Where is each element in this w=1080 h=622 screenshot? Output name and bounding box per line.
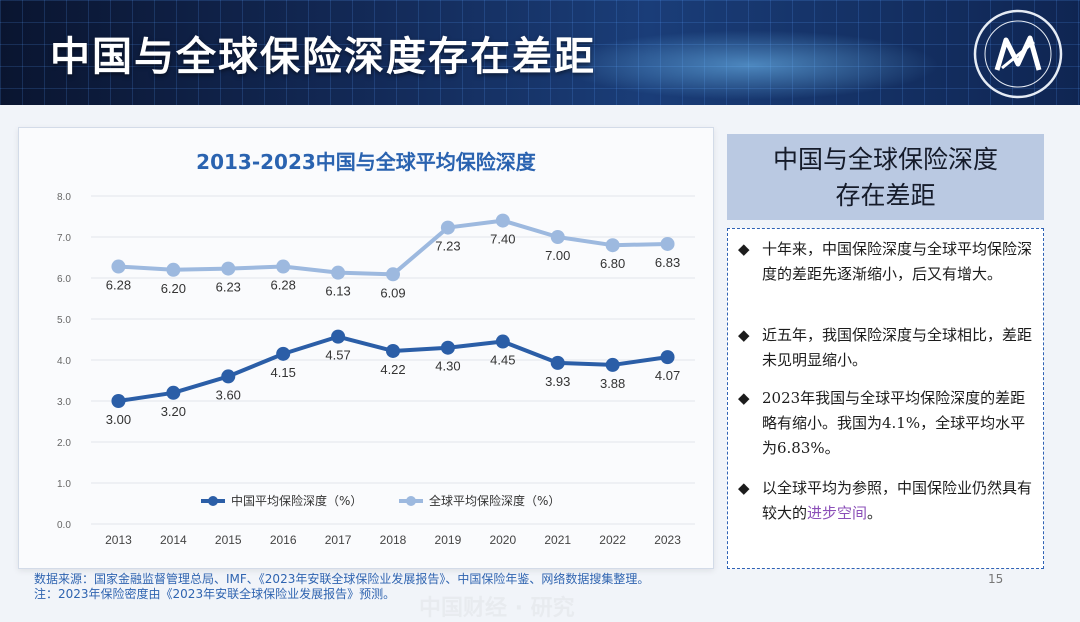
data-point bbox=[440, 340, 455, 355]
diamond-bullet-icon: ◆ bbox=[738, 389, 750, 407]
bullet-text: 十年来，中国保险深度与全球平均保险深度的差距先逐渐缩小，后又有增大。 bbox=[762, 240, 1033, 283]
chart-panel: 2013-2023中国与全球平均保险深度 0.0 1.0 2.0 3.0 4.0 5.0 6… bbox=[18, 127, 714, 621]
data-point bbox=[221, 261, 236, 276]
data-point bbox=[495, 334, 510, 349]
data-source-note: 数据来源：国家金融监督管理总局、IMF、《2023年安联全球保险业发展报告》、中… bbox=[34, 572, 649, 602]
series-line bbox=[118, 218, 668, 277]
data-label: 3.93 bbox=[545, 374, 570, 389]
x-tick-label: 2014 bbox=[160, 533, 187, 547]
x-tick-label: 2013 bbox=[105, 533, 132, 547]
x-tick-label: 2018 bbox=[380, 533, 407, 547]
data-point bbox=[660, 350, 675, 365]
x-tick-label: 2021 bbox=[544, 533, 571, 547]
source-line: 数据来源：国家金融监督管理总局、IMF、《2023年安联全球保险业发展报告》、中… bbox=[34, 572, 650, 586]
data-point bbox=[276, 259, 291, 274]
data-label: 6.23 bbox=[216, 280, 241, 295]
data-point bbox=[550, 230, 565, 244]
data-point bbox=[660, 236, 675, 251]
data-label: 6.13 bbox=[325, 284, 350, 299]
y-tick-label: 4.0 bbox=[57, 356, 71, 367]
y-tick-label: 1.0 bbox=[57, 479, 71, 490]
x-tick-label: 2016 bbox=[270, 533, 297, 547]
x-tick-label: 2023 bbox=[654, 533, 681, 547]
data-point bbox=[386, 267, 400, 282]
data-label: 6.09 bbox=[380, 285, 405, 300]
data-point bbox=[440, 220, 455, 235]
data-point bbox=[495, 213, 510, 228]
y-tick-label: 2.0 bbox=[57, 438, 71, 449]
data-point bbox=[166, 262, 181, 277]
side-heading-line1: 中国与全球保险深度 bbox=[772, 145, 998, 174]
data-label: 4.57 bbox=[325, 348, 350, 363]
x-tick-label: 2015 bbox=[215, 533, 242, 547]
y-tick-label: 7.0 bbox=[57, 233, 71, 244]
data-label: 7.00 bbox=[545, 248, 570, 263]
page-title: 中国与全球保险深度存在差距 bbox=[50, 34, 596, 80]
data-label: 6.28 bbox=[271, 278, 296, 293]
data-label: 4.30 bbox=[435, 359, 460, 374]
data-label: 3.00 bbox=[106, 412, 131, 427]
data-point bbox=[386, 343, 400, 358]
legend-label: 全球平均保险深度（%） bbox=[429, 493, 560, 508]
data-label: 7.23 bbox=[435, 239, 460, 254]
bullet-item: ◆ 2023年我国与全球平均保险深度的差距略有缩小。我国为4.1%，全球平均水平… bbox=[738, 386, 1038, 461]
data-label: 4.15 bbox=[271, 365, 296, 380]
x-tick-label: 2022 bbox=[599, 533, 626, 547]
data-point bbox=[605, 357, 620, 372]
y-tick-label: 3.0 bbox=[57, 397, 71, 408]
bullet-text: 2023年我国与全球平均保险深度的差距略有缩小。我国为4.1%，全球平均水平为6… bbox=[762, 389, 1026, 457]
page-number: 15 bbox=[988, 572, 1004, 586]
bullet-item: ◆ 十年来，中国保险深度与全球平均保险深度的差距先逐渐缩小，后又有增大。 bbox=[738, 237, 1038, 287]
banner-glow bbox=[560, 30, 940, 100]
x-tick-label: 2019 bbox=[435, 533, 462, 547]
highlight-text: 进步空间 bbox=[807, 504, 868, 522]
legend-marker bbox=[208, 496, 218, 506]
data-label: 3.60 bbox=[216, 387, 241, 402]
bullet-item: ◆ 近五年，我国保险深度与全球相比，差距未见明显缩小。 bbox=[738, 323, 1038, 373]
data-point bbox=[221, 369, 236, 384]
data-label: 4.45 bbox=[490, 353, 515, 368]
diamond-bullet-icon: ◆ bbox=[738, 479, 750, 497]
bullet-text-part: 以全球平均为参照，中国保险业仍然具有较大的 bbox=[762, 479, 1033, 522]
data-point bbox=[111, 259, 126, 274]
legend-marker bbox=[406, 496, 416, 506]
data-point bbox=[605, 238, 620, 253]
data-point bbox=[276, 346, 291, 361]
data-label: 6.80 bbox=[600, 256, 625, 271]
y-tick-label: 5.0 bbox=[57, 315, 71, 326]
institution-logo-icon bbox=[973, 9, 1063, 99]
side-heading-box: 中国与全球保险深度 存在差距 bbox=[727, 134, 1044, 220]
bullet-item: ◆ 以全球平均为参照，中国保险业仍然具有较大的进步空间。 bbox=[738, 476, 1038, 526]
data-point bbox=[166, 385, 181, 400]
bullet-text: 以全球平均为参照，中国保险业仍然具有较大的进步空间。 bbox=[738, 476, 1038, 526]
data-label: 3.20 bbox=[161, 404, 186, 419]
diamond-bullet-icon: ◆ bbox=[738, 240, 750, 258]
header-banner: 中国与全球保险深度存在差距 bbox=[0, 0, 1080, 105]
x-tick-label: 2017 bbox=[325, 533, 352, 547]
data-label: 6.28 bbox=[106, 278, 131, 293]
data-label: 4.22 bbox=[380, 362, 405, 377]
y-tick-label: 6.0 bbox=[57, 274, 71, 285]
diamond-bullet-icon: ◆ bbox=[738, 326, 750, 344]
data-label: 7.40 bbox=[490, 232, 515, 247]
data-point bbox=[331, 329, 346, 344]
note-line: 注：2023年保险密度由《2023年安联全球保险业发展报告》预测。 bbox=[34, 587, 396, 601]
data-point bbox=[331, 265, 346, 280]
y-tick-label: 0.0 bbox=[57, 520, 71, 531]
y-tick-label: 8.0 bbox=[57, 192, 71, 203]
legend-label: 中国平均保险深度（%） bbox=[231, 493, 362, 508]
data-point bbox=[111, 394, 126, 408]
data-label: 6.83 bbox=[655, 255, 680, 270]
data-label: 6.20 bbox=[161, 281, 186, 296]
data-label: 3.88 bbox=[600, 376, 625, 391]
x-tick-label: 2020 bbox=[489, 533, 516, 547]
data-point bbox=[550, 355, 565, 370]
data-label: 4.07 bbox=[655, 368, 680, 383]
chart-title: 2013-2023中国与全球平均保险深度 bbox=[196, 150, 536, 174]
side-heading-line2: 存在差距 bbox=[835, 181, 936, 210]
side-bullets-box: ◆ 十年来，中国保险深度与全球平均保险深度的差距先逐渐缩小，后又有增大。 ◆ 近… bbox=[727, 228, 1044, 569]
bullet-text: 近五年，我国保险深度与全球相比，差距未见明显缩小。 bbox=[762, 326, 1033, 369]
line-chart: 0.0 1.0 2.0 3.0 4.0 5.0 6.0 7.0 8.0 2013 2014 2015 2… bbox=[57, 192, 695, 547]
bullet-text-part: 。 bbox=[867, 504, 883, 522]
